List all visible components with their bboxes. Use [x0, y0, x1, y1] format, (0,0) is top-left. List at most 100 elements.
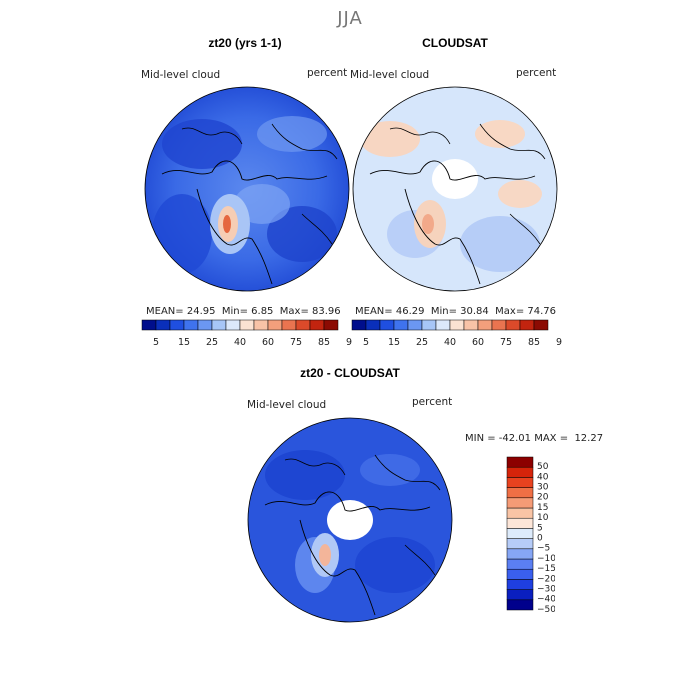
- colorbar-swatch: [506, 477, 534, 488]
- colorbar-swatch: [463, 319, 479, 331]
- colorbar-swatch: [506, 579, 534, 590]
- panel-title-cloudsat: CLOUDSAT: [422, 36, 488, 50]
- mean-value: 24.95: [186, 306, 216, 317]
- colorbar-tick-label: −30: [537, 585, 555, 595]
- colorbar-tick-label: 30: [537, 483, 549, 493]
- colorbar-swatch: [506, 599, 534, 611]
- diff-range-text: MIN = -42.01 MAX = 12.27: [465, 433, 604, 444]
- colorbar-tick-label: 15: [537, 503, 548, 513]
- colorbar-swatch: [506, 507, 534, 519]
- colorbar-swatch: [211, 319, 227, 331]
- colorbar-swatch: [295, 319, 311, 331]
- colorbar-tick-label: 85: [318, 337, 330, 348]
- colorbar-swatch: [449, 319, 465, 331]
- max-label: Max=: [495, 306, 525, 317]
- colorbar-swatch: [505, 319, 521, 331]
- colorbar-tick-label: −15: [537, 564, 555, 574]
- colorbar-swatch: [155, 319, 171, 331]
- colorbar-tick-label: 15: [388, 337, 400, 348]
- mean-value: 46.29: [395, 306, 425, 317]
- panel-stats-cloudsat: MEAN= 46.29 Min= 30.84 Max= 74.76: [355, 306, 556, 317]
- colorbar-swatch: [183, 319, 199, 331]
- colorbar-model: 5 15 25 40 60 75 85 95: [141, 319, 352, 348]
- max-value: 83.96: [312, 306, 341, 317]
- colorbar-swatch: [197, 319, 213, 331]
- colorbar-swatch: [225, 319, 241, 331]
- mean-label: MEAN=: [355, 306, 393, 317]
- colorbar-swatch: [365, 319, 381, 331]
- colorbar-swatch: [407, 319, 423, 331]
- colorbar-tick-label: 10: [537, 513, 549, 523]
- colorbar-swatch: [506, 568, 534, 580]
- panel-var-label-diff: Mid-level cloud: [247, 399, 327, 411]
- colorbar-swatch: [506, 456, 534, 468]
- colorbar-tick-label: 75: [290, 337, 302, 348]
- colorbar-swatch: [506, 538, 534, 550]
- min-value: 30.84: [460, 306, 489, 317]
- colorbar-tick-label: −40: [537, 595, 555, 605]
- colorbar-swatch: [379, 319, 395, 331]
- panel-title-model: zt20 (yrs 1-1): [208, 36, 282, 50]
- colorbar-swatch: [519, 319, 535, 331]
- colorbar-tick-label: 25: [206, 337, 218, 348]
- colorbar-tick-label: 40: [537, 472, 549, 482]
- panel-units-model: percent: [307, 67, 348, 79]
- max-value: 74.76: [527, 306, 557, 317]
- colorbar-tick-label: −10: [537, 554, 555, 564]
- min-label: Min=: [430, 306, 457, 317]
- colorbar-swatch: [141, 319, 157, 331]
- colorbar-swatch: [533, 319, 549, 331]
- colorbar-tick-label: 15: [178, 337, 190, 348]
- colorbar-swatch: [351, 319, 367, 331]
- colorbar-swatch: [491, 319, 507, 331]
- min-label: Min=: [221, 306, 248, 317]
- colorbar-tick-label: 95: [346, 337, 352, 348]
- colorbar-tick-label: 40: [444, 337, 456, 348]
- colorbar-tick-label: −50: [537, 605, 555, 615]
- panel-units-cloudsat: percent: [516, 67, 557, 79]
- figure-title: JJA: [337, 8, 363, 29]
- colorbar-swatch: [421, 319, 437, 331]
- colorbar-tick-label: 60: [472, 337, 484, 348]
- colorbar-tick-label: 60: [262, 337, 274, 348]
- panel-units-diff: percent: [412, 396, 453, 408]
- colorbar-tick-label: 75: [500, 337, 512, 348]
- colorbar-swatch: [169, 319, 185, 331]
- colorbar-swatch: [323, 319, 339, 331]
- colorbar-tick-label: 25: [416, 337, 428, 348]
- polar-map-model: [144, 86, 350, 292]
- colorbar-swatch: [506, 466, 534, 478]
- colorbar-tick-label: 40: [234, 337, 246, 348]
- colorbar-tick-label: −20: [537, 574, 555, 584]
- colorbar-tick-label: 5: [153, 337, 159, 348]
- colorbar-swatch: [477, 319, 493, 331]
- polar-map-cloudsat: [352, 86, 558, 292]
- colorbar-swatch: [253, 319, 269, 331]
- max-label: Max=: [279, 306, 309, 317]
- colorbar-tick-label: 20: [537, 493, 549, 503]
- colorbar-swatch: [506, 548, 534, 560]
- panel-stats-model: MEAN= 24.95 Min= 6.85 Max= 83.96: [146, 306, 341, 317]
- colorbar-tick-label: 50: [537, 462, 549, 472]
- colorbar-swatch: [393, 319, 409, 331]
- colorbar-tick-label: 95: [556, 337, 562, 348]
- mean-label: MEAN=: [146, 306, 184, 317]
- panel-var-label-model: Mid-level cloud: [141, 69, 221, 81]
- colorbar-tick-label: −5: [537, 544, 550, 554]
- min-value: 6.85: [251, 306, 274, 317]
- colorbar-swatch: [506, 517, 534, 529]
- colorbar-swatch: [239, 319, 255, 331]
- colorbar-tick-label: 85: [528, 337, 540, 348]
- colorbar-tick-label: 5: [363, 337, 369, 348]
- colorbar-swatch: [281, 319, 297, 331]
- colorbar-swatch: [506, 487, 534, 499]
- panel-title-diff: zt20 - CLOUDSAT: [300, 366, 400, 380]
- colorbar-cloudsat: 5 15 25 40 60 75 85 95: [351, 319, 562, 348]
- colorbar-swatch: [435, 319, 451, 331]
- colorbar-swatch: [506, 558, 534, 570]
- colorbar-tick-label: 0: [537, 534, 543, 544]
- colorbar-swatch: [506, 528, 534, 539]
- polar-map-diff: [247, 417, 453, 623]
- colorbar-swatch: [267, 319, 283, 331]
